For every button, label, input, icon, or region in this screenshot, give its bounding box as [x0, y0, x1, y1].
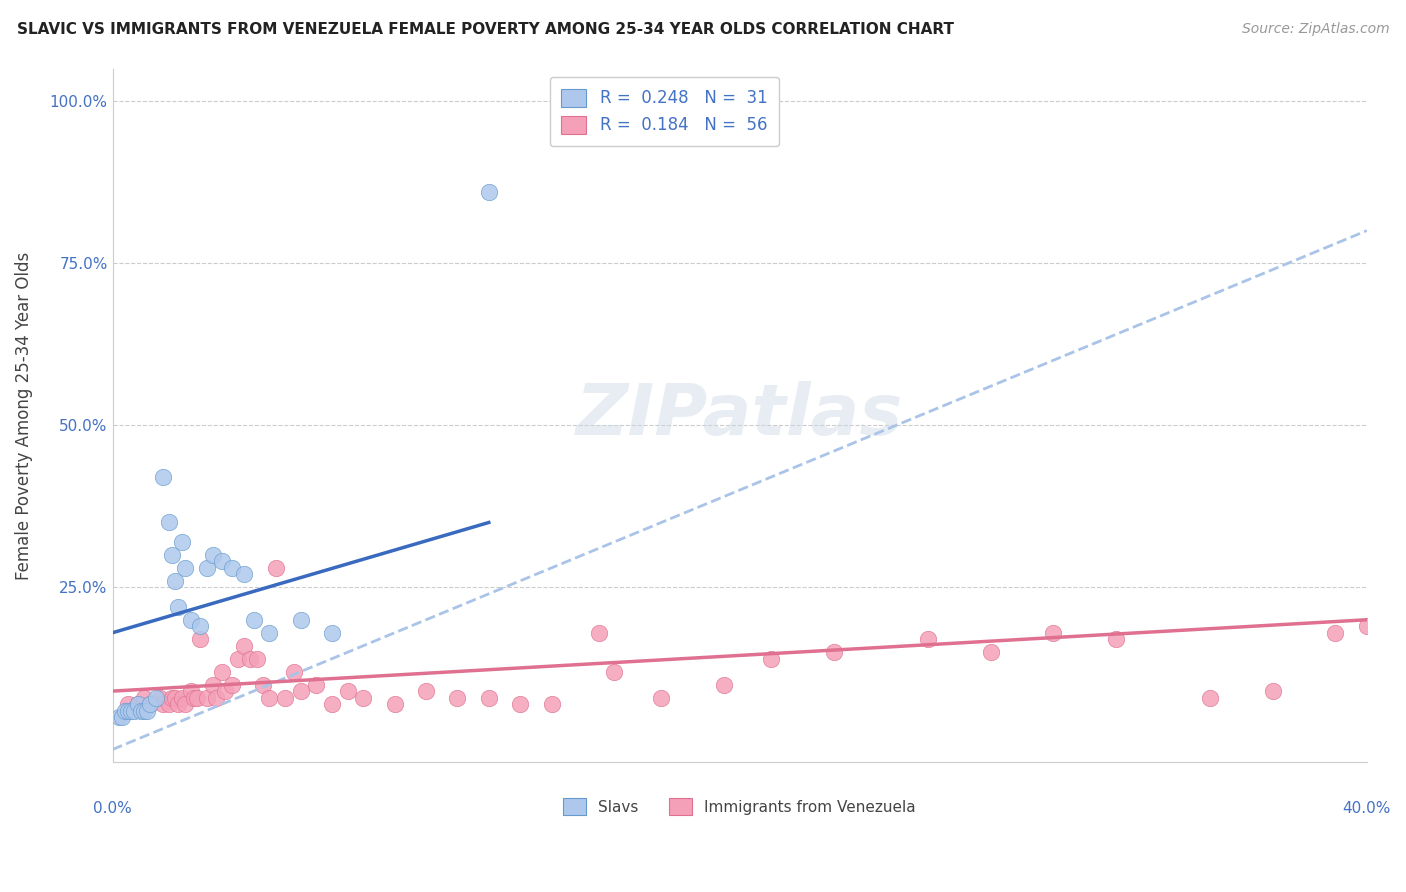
- Point: [157, 697, 180, 711]
- Y-axis label: Female Poverty Among 25-34 Year Olds: Female Poverty Among 25-34 Year Olds: [15, 252, 32, 580]
- Text: 40.0%: 40.0%: [1343, 801, 1391, 815]
- Point: [246, 651, 269, 665]
- Point: [509, 697, 531, 711]
- Point: [415, 684, 437, 698]
- Point: [478, 690, 501, 705]
- Point: [129, 704, 152, 718]
- Legend: Slavs, Immigrants from Venezuela: Slavs, Immigrants from Venezuela: [554, 789, 925, 824]
- Point: [205, 690, 228, 705]
- Point: [183, 690, 205, 705]
- Point: [242, 613, 264, 627]
- Point: [980, 645, 1002, 659]
- Point: [259, 690, 281, 705]
- Point: [160, 690, 183, 705]
- Text: Source: ZipAtlas.com: Source: ZipAtlas.com: [1241, 22, 1389, 37]
- Point: [136, 704, 159, 718]
- Point: [274, 690, 297, 705]
- Point: [139, 697, 162, 711]
- Point: [188, 619, 211, 633]
- Point: [120, 704, 142, 718]
- Point: [195, 561, 218, 575]
- Point: [211, 554, 233, 568]
- Point: [478, 185, 501, 199]
- Point: [239, 651, 262, 665]
- Point: [117, 704, 139, 718]
- Point: [114, 704, 136, 718]
- Point: [180, 613, 202, 627]
- Point: [233, 567, 256, 582]
- Point: [1324, 625, 1347, 640]
- Point: [173, 697, 195, 711]
- Point: [713, 678, 735, 692]
- Point: [290, 684, 312, 698]
- Point: [321, 625, 343, 640]
- Point: [823, 645, 845, 659]
- Point: [152, 470, 174, 484]
- Point: [650, 690, 672, 705]
- Text: ZIPatlas: ZIPatlas: [576, 381, 904, 450]
- Point: [603, 665, 626, 679]
- Point: [759, 651, 782, 665]
- Point: [165, 690, 187, 705]
- Point: [214, 684, 236, 698]
- Point: [1355, 619, 1378, 633]
- Point: [157, 516, 180, 530]
- Point: [321, 697, 343, 711]
- Point: [305, 678, 328, 692]
- Point: [259, 625, 281, 640]
- Point: [1042, 625, 1064, 640]
- Point: [152, 697, 174, 711]
- Point: [170, 690, 193, 705]
- Point: [148, 690, 170, 705]
- Point: [384, 697, 406, 711]
- Point: [252, 678, 274, 692]
- Point: [446, 690, 468, 705]
- Point: [352, 690, 374, 705]
- Point: [195, 690, 218, 705]
- Point: [226, 651, 249, 665]
- Point: [588, 625, 610, 640]
- Point: [167, 697, 190, 711]
- Point: [211, 665, 233, 679]
- Point: [170, 535, 193, 549]
- Point: [1105, 632, 1128, 647]
- Point: [117, 697, 139, 711]
- Point: [107, 710, 129, 724]
- Point: [540, 697, 562, 711]
- Point: [111, 710, 134, 724]
- Point: [127, 697, 149, 711]
- Point: [132, 690, 155, 705]
- Point: [188, 632, 211, 647]
- Point: [145, 690, 167, 705]
- Point: [1199, 690, 1222, 705]
- Text: 0.0%: 0.0%: [93, 801, 132, 815]
- Text: SLAVIC VS IMMIGRANTS FROM VENEZUELA FEMALE POVERTY AMONG 25-34 YEAR OLDS CORRELA: SLAVIC VS IMMIGRANTS FROM VENEZUELA FEMA…: [17, 22, 953, 37]
- Point: [167, 599, 190, 614]
- Point: [290, 613, 312, 627]
- Point: [160, 548, 183, 562]
- Point: [336, 684, 359, 698]
- Point: [165, 574, 187, 588]
- Point: [221, 561, 243, 575]
- Point: [127, 697, 149, 711]
- Point: [233, 639, 256, 653]
- Point: [173, 561, 195, 575]
- Point: [139, 697, 162, 711]
- Point: [283, 665, 305, 679]
- Point: [264, 561, 287, 575]
- Point: [186, 690, 208, 705]
- Point: [221, 678, 243, 692]
- Point: [132, 704, 155, 718]
- Point: [917, 632, 939, 647]
- Point: [1261, 684, 1284, 698]
- Point: [124, 704, 146, 718]
- Point: [201, 678, 224, 692]
- Point: [180, 684, 202, 698]
- Point: [201, 548, 224, 562]
